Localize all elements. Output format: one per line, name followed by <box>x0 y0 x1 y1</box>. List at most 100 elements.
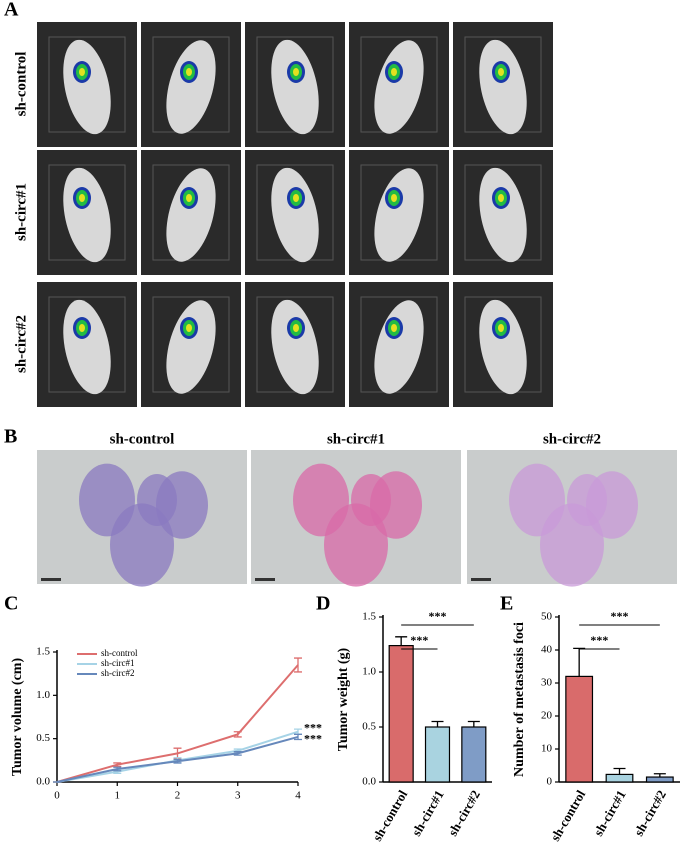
column-title: sh-circ#2 <box>543 431 601 447</box>
row-label: sh-circ#2 <box>13 315 29 373</box>
y-tick-label: 1.0 <box>362 666 376 678</box>
bar <box>565 675 594 783</box>
error-bar <box>573 647 586 677</box>
signal-blob <box>498 324 504 332</box>
photo-frame <box>256 164 334 261</box>
signal-blob <box>498 194 504 202</box>
x-tick-label: sh-circ#2 <box>631 787 669 838</box>
photo-frame <box>152 36 230 133</box>
mouse-body <box>271 39 319 135</box>
y-tick-label: 1.5 <box>362 611 376 623</box>
y-tick-label: 40 <box>541 644 553 656</box>
y-axis-label: Tumor weight (g) <box>336 647 351 751</box>
column-title: sh-control <box>110 431 175 447</box>
mouse-body <box>63 39 111 135</box>
x-tick-label: 3 <box>235 790 241 802</box>
series-line <box>56 664 299 783</box>
y-tick-label: 50 <box>541 611 553 623</box>
y-tick-label: 20 <box>541 710 553 722</box>
panel-label: A <box>4 0 19 21</box>
bar <box>645 776 674 783</box>
significance: *** <box>429 609 447 623</box>
signal-blob <box>498 68 504 76</box>
panel-label: E <box>500 593 513 615</box>
error-bar <box>173 758 182 764</box>
photo-frame <box>464 164 542 261</box>
error-bar <box>233 731 242 738</box>
photo-frame <box>360 296 438 393</box>
error-bar <box>431 720 444 727</box>
x-tick-label: 1 <box>115 790 121 802</box>
tissue <box>137 474 177 526</box>
significance: *** <box>304 720 322 734</box>
row-label: sh-circ#1 <box>13 183 29 241</box>
photo-frame <box>48 164 126 261</box>
mouse-body <box>479 39 527 135</box>
signal-blob <box>391 324 397 332</box>
y-tick-label: 0.0 <box>36 776 50 788</box>
signal-blob <box>79 194 85 202</box>
x-tick-label: sh-circ#2 <box>445 787 483 838</box>
tissue <box>351 474 391 526</box>
photo-frame <box>360 164 438 261</box>
signal-blob <box>79 324 85 332</box>
x-tick-label: sh-circ#1 <box>409 787 447 838</box>
error-bar <box>113 762 122 768</box>
legend-label: sh-control <box>101 648 138 658</box>
mouse-body <box>271 299 319 395</box>
y-tick-label: 0.5 <box>36 732 50 744</box>
column-title: sh-circ#1 <box>327 431 385 447</box>
panel-label: B <box>4 426 17 448</box>
photo-frame <box>48 296 126 393</box>
mouse-body <box>166 40 216 134</box>
photo-frame <box>152 164 230 261</box>
photo-frame <box>464 296 542 393</box>
signal-blob <box>186 194 192 202</box>
bar <box>605 773 634 783</box>
y-tick-label: 30 <box>541 677 553 689</box>
y-tick-label: 10 <box>541 743 553 755</box>
y-axis-label: Tumor volume (cm) <box>10 658 25 777</box>
y-tick-label: 1.5 <box>36 646 50 658</box>
scale-bar <box>471 578 491 581</box>
error-bar <box>294 657 302 673</box>
x-tick-label: 0 <box>54 790 60 802</box>
error-bar <box>294 733 302 741</box>
mouse-body <box>479 167 527 263</box>
error-bar <box>467 720 480 727</box>
significance: *** <box>410 633 428 647</box>
signal-blob <box>186 68 192 76</box>
signal-blob <box>186 324 192 332</box>
tissue <box>567 474 607 526</box>
signal-blob <box>391 68 397 76</box>
error-bar <box>613 767 626 775</box>
photo-frame <box>256 36 334 133</box>
error-bar <box>233 751 242 756</box>
mouse-body <box>166 300 216 394</box>
x-tick-label: 4 <box>295 790 301 802</box>
x-tick-label: sh-control <box>547 787 588 843</box>
row-label: sh-control <box>13 52 29 117</box>
scale-bar <box>41 578 61 581</box>
mouse-body <box>374 40 424 134</box>
mouse-body <box>479 299 527 395</box>
mouse-body <box>166 168 216 262</box>
bar <box>461 726 487 783</box>
error-bar <box>395 636 408 646</box>
y-tick-label: 1.0 <box>36 689 50 701</box>
photo-frame <box>464 36 542 133</box>
significance: *** <box>590 633 608 647</box>
y-tick-label: 0.0 <box>362 776 376 788</box>
significance: *** <box>304 732 322 746</box>
lung-images <box>37 450 677 587</box>
y-axis-label: Number of metastasis foci <box>512 622 527 777</box>
legend-label: sh-circ#2 <box>101 668 135 678</box>
x-tick-label: sh-control <box>369 787 410 843</box>
error-bar <box>113 766 122 772</box>
photo-frame <box>256 296 334 393</box>
bar <box>424 726 451 783</box>
x-tick-label: sh-circ#1 <box>591 787 629 838</box>
panel-label: D <box>316 593 330 615</box>
scale-bar <box>255 578 275 581</box>
x-tick-label: 2 <box>175 790 181 802</box>
